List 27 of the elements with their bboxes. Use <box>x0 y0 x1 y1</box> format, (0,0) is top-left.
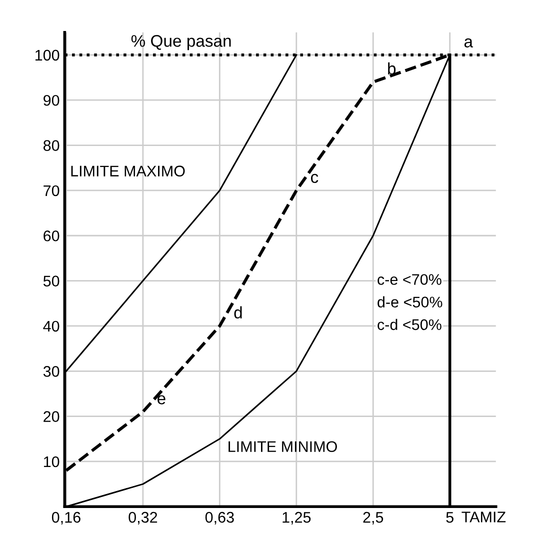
y-tick-label: 50 <box>43 276 60 286</box>
annotation: d <box>234 306 242 319</box>
annotation: a <box>464 38 473 48</box>
y-tick-label: 70 <box>44 185 60 196</box>
y-tick-label: 10 <box>44 456 60 468</box>
y-axis-title: % Que pasan <box>131 35 231 50</box>
annotation: c-d <50% <box>378 318 442 330</box>
y-tick-label: 100 <box>35 50 60 61</box>
x-tick-label: 0,32 <box>128 512 158 525</box>
y-tick-label: 30 <box>43 366 60 377</box>
annotation: c-e <70% <box>378 274 442 285</box>
annotation: c <box>310 174 318 183</box>
x-tick-label: 0,16 <box>52 512 80 525</box>
y-tick-label: 40 <box>43 320 60 332</box>
annotation: e <box>158 395 166 404</box>
x-tick-label: 5 <box>446 512 454 523</box>
x-tick-label: 1,25 <box>282 512 311 525</box>
y-tick-label: 90 <box>44 94 60 106</box>
y-tick-label: 60 <box>44 230 60 242</box>
text: LIMITE MAXIMO <box>71 166 185 176</box>
series-label: LIMITE MINIMO <box>228 441 337 452</box>
y-tick-label: 80 <box>43 140 60 151</box>
x-tick-label: 2,5 <box>363 512 384 525</box>
x-axis-title: TAMIZ <box>462 512 506 522</box>
x-tick-label: 0,63 <box>205 512 234 525</box>
y-tick-label: 20 <box>44 411 60 422</box>
annotation: d-e <50% <box>378 296 442 308</box>
